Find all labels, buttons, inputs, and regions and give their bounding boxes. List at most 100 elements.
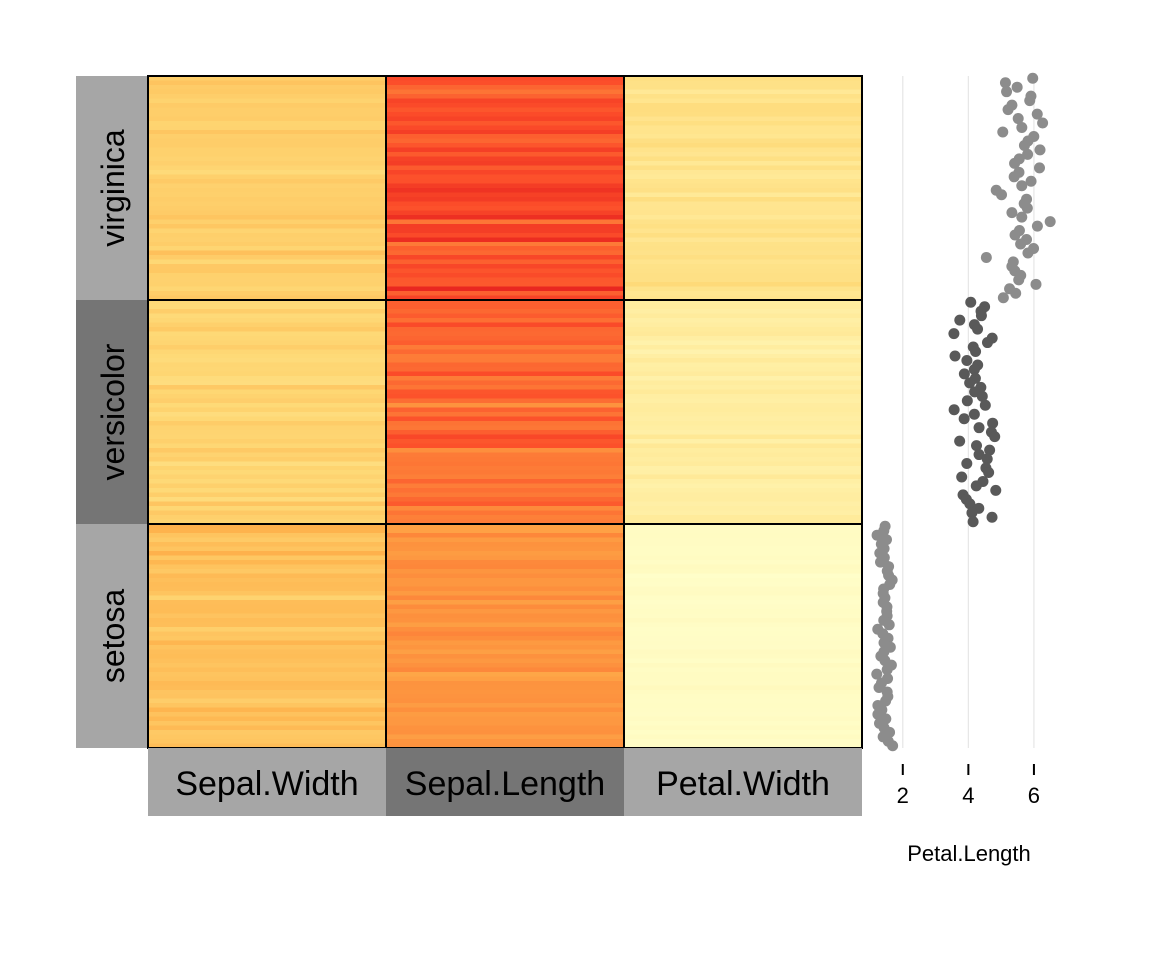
row-strip-virginica <box>76 76 148 300</box>
heatmap-cell <box>386 403 624 409</box>
heatmap-cell <box>624 712 862 718</box>
side-plot-point <box>999 77 1011 89</box>
heatmap-cell <box>386 156 624 162</box>
heatmap-cell <box>386 161 624 167</box>
heatmap-cell <box>148 662 386 668</box>
heatmap-cell <box>148 434 386 440</box>
heatmap-cell <box>624 447 862 453</box>
heatmap-cell <box>624 506 862 512</box>
heatmap-cell <box>386 362 624 368</box>
heatmap-cell <box>148 371 386 377</box>
heatmap-cell <box>148 385 386 391</box>
side-plot-tick-label: 2 <box>897 783 909 808</box>
heatmap-cell <box>148 196 386 203</box>
heatmap-cell <box>148 107 386 113</box>
heatmap-cell <box>148 461 386 467</box>
heatmap-cell <box>624 246 862 252</box>
heatmap-cell <box>386 698 624 704</box>
side-plot-point <box>1016 211 1028 223</box>
heatmap-cell <box>624 237 862 243</box>
heatmap-cell <box>624 640 862 646</box>
side-plot-point <box>1018 139 1030 151</box>
heatmap-cell <box>386 313 624 319</box>
side-plot-point <box>1012 113 1024 125</box>
side-plot-point <box>1008 171 1020 183</box>
heatmap-cell <box>624 125 862 131</box>
heatmap-cell <box>148 246 386 252</box>
heatmap-cell <box>624 524 862 530</box>
heatmap-cell <box>624 273 862 279</box>
heatmap-cell <box>148 492 386 498</box>
heatmap-cell <box>386 237 624 243</box>
side-plot-point <box>997 292 1009 304</box>
heatmap-cell <box>148 541 386 547</box>
heatmap-cell <box>386 326 624 332</box>
heatmap-cell <box>624 380 862 386</box>
heatmap-cell <box>624 398 862 404</box>
heatmap-cell <box>624 425 862 431</box>
heatmap-cell <box>148 89 386 95</box>
heatmap-cell <box>148 259 386 265</box>
heatmap-cell <box>386 268 624 274</box>
heatmap-cell <box>624 188 862 194</box>
heatmap-cell <box>148 362 386 368</box>
side-plot-point <box>1013 274 1025 286</box>
heatmap-cell <box>148 667 386 673</box>
side-plot-point <box>1031 108 1043 120</box>
heatmap-cell <box>624 703 862 709</box>
heatmap-cell <box>386 317 624 323</box>
heatmap-cell <box>148 277 386 283</box>
heatmap-cell <box>624 407 862 413</box>
heatmap-cell <box>624 470 862 476</box>
heatmap-cell <box>386 600 624 606</box>
heatmap-cell <box>386 555 624 561</box>
heatmap-cell <box>386 214 624 220</box>
heatmap-cell <box>386 125 624 131</box>
heatmap-cell <box>624 743 862 749</box>
side-plot-point <box>981 337 993 349</box>
heatmap-cell <box>624 183 862 189</box>
heatmap-cell <box>624 93 862 99</box>
heatmap-cell <box>386 205 624 211</box>
heatmap-cell <box>624 555 862 561</box>
side-plot-point <box>961 395 973 407</box>
side-plot-point <box>968 363 980 375</box>
heatmap-cell <box>148 340 386 346</box>
heatmap-cell <box>624 676 862 682</box>
side-plot-point <box>1001 86 1013 98</box>
heatmap-cell <box>624 564 862 570</box>
row-label-versicolor: versicolor <box>95 343 131 480</box>
heatmap-cell <box>386 465 624 471</box>
heatmap-cell <box>148 555 386 561</box>
heatmap-cell <box>624 232 862 238</box>
heatmap-cell <box>386 107 624 113</box>
side-plot-point <box>970 480 982 492</box>
heatmap-cell <box>386 129 624 135</box>
heatmap-cell <box>386 627 624 633</box>
heatmap-cell <box>386 474 624 480</box>
heatmap-cell <box>386 291 624 297</box>
heatmap-cell <box>624 255 862 261</box>
heatmap-cell <box>624 609 862 615</box>
heatmap-cell <box>386 308 624 315</box>
side-plot-point <box>949 350 961 362</box>
heatmap-cell <box>148 515 386 521</box>
heatmap-cell <box>624 483 862 489</box>
heatmap-cell <box>386 653 624 659</box>
heatmap-cell <box>386 80 624 86</box>
heatmap-cell <box>386 398 624 404</box>
heatmap-cell <box>624 653 862 659</box>
heatmap-cell <box>386 232 624 238</box>
side-plot-point <box>983 466 995 478</box>
heatmap-cell <box>148 676 386 682</box>
heatmap-cell <box>148 703 386 709</box>
heatmap-cell <box>624 631 862 637</box>
side-plot-point <box>1037 117 1049 129</box>
heatmap-cell <box>624 282 862 288</box>
side-plot-point <box>958 413 970 425</box>
heatmap-cell <box>148 165 386 171</box>
heatmap-cell <box>624 129 862 135</box>
heatmap-cell <box>624 192 862 198</box>
side-plot-point <box>989 431 1001 443</box>
heatmap-cell <box>386 183 624 189</box>
